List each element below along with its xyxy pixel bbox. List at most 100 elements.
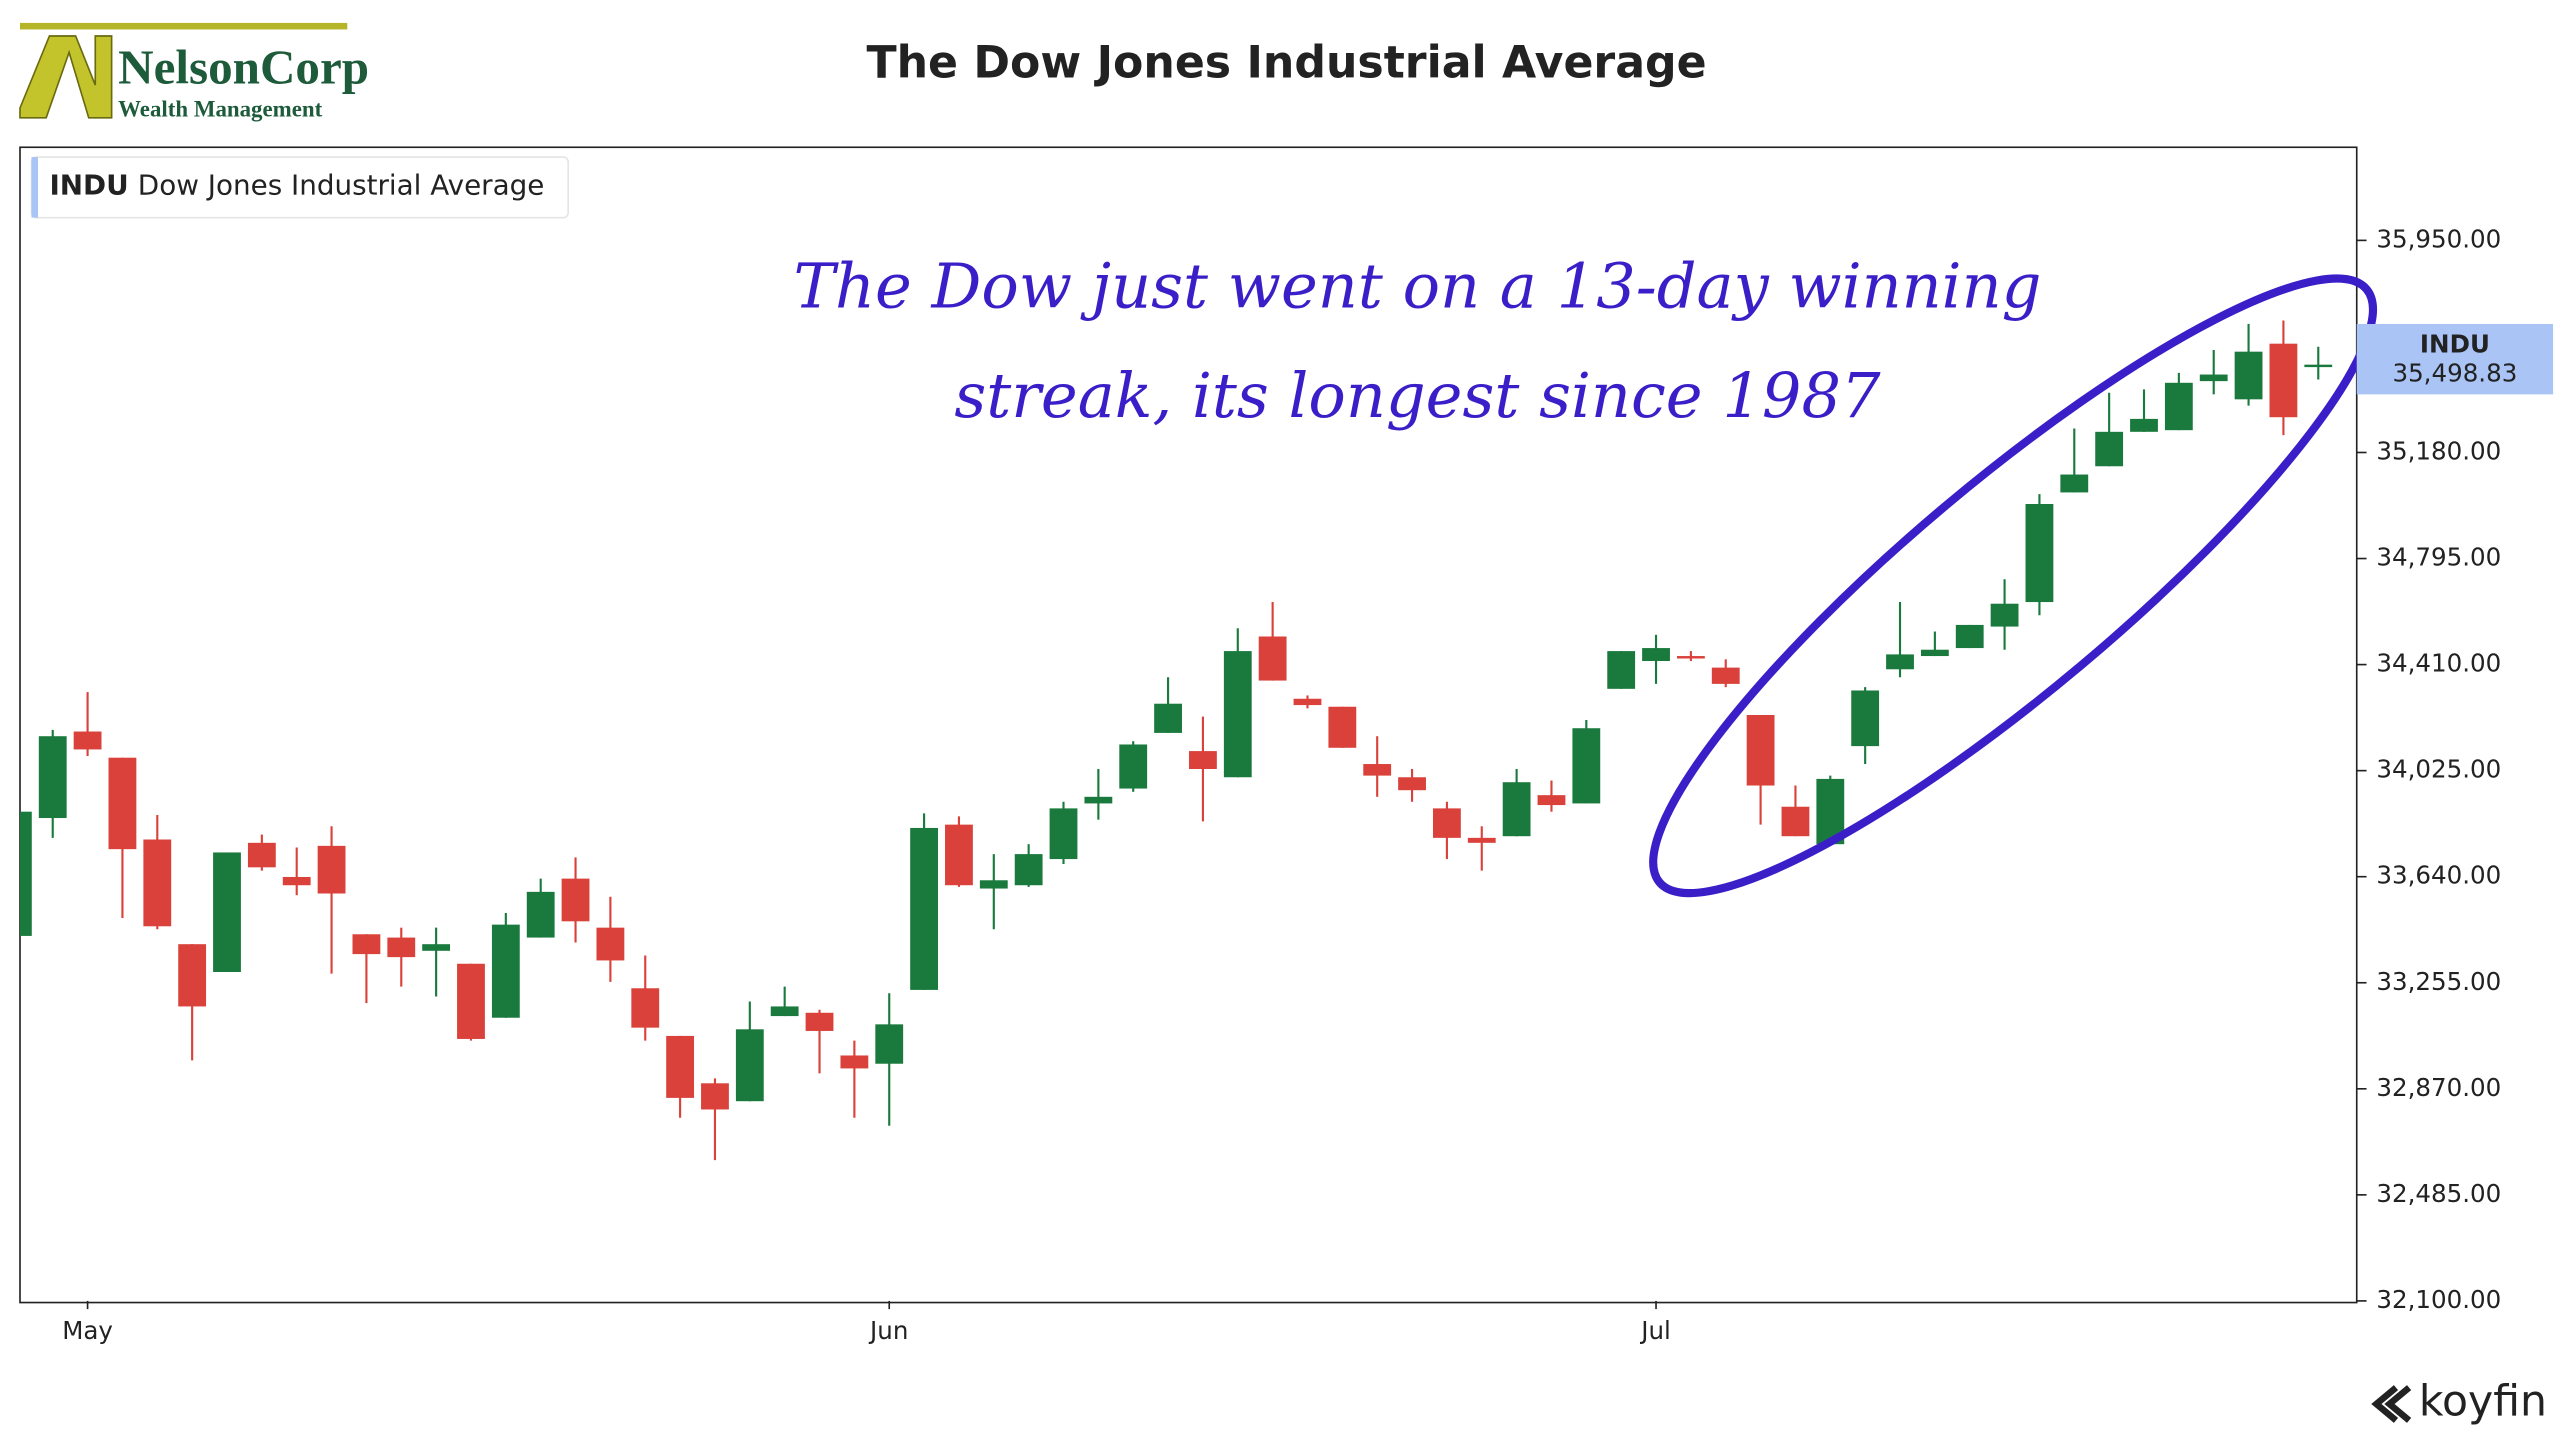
y-tick-label: 34,025.00	[2376, 755, 2501, 784]
y-tick-label: 33,640.00	[2376, 861, 2501, 890]
candle-body	[1781, 806, 1810, 837]
price-tag: INDU 35,498.83	[2356, 324, 2554, 395]
candle-body	[1746, 715, 1775, 786]
candle-body	[108, 757, 137, 850]
candle-body	[2164, 382, 2193, 431]
candle-body	[1014, 854, 1043, 886]
candle-body	[38, 736, 67, 819]
candle-body	[1642, 648, 1670, 662]
y-tick-label: 32,100.00	[2376, 1285, 2501, 1314]
y-tick-label: 35,950.00	[2376, 224, 2501, 253]
annotation-line: streak, its longest since 1987	[954, 359, 1881, 432]
candle-body	[143, 839, 172, 927]
candle-body	[1920, 649, 1949, 657]
candle-body	[1851, 690, 1880, 747]
candle-body	[875, 1024, 904, 1064]
y-tick-label: 32,870.00	[2376, 1073, 2501, 1102]
price-tag-box	[2356, 324, 2554, 395]
price-tag-name: INDU	[2420, 329, 2490, 358]
candle-body	[213, 852, 241, 973]
candle-body	[1502, 782, 1531, 837]
y-tick-label: 35,180.00	[2376, 436, 2501, 465]
candle-body	[178, 944, 207, 1007]
candle-body	[1328, 706, 1357, 748]
x-tick-label: Jun	[868, 1316, 908, 1345]
candle-body	[387, 937, 416, 958]
candle-body	[2060, 474, 2089, 493]
candle-body	[1398, 777, 1426, 791]
candle-body	[2234, 351, 2263, 400]
candle-body	[247, 842, 276, 868]
candle-body	[2130, 418, 2158, 432]
brand-icon	[2371, 1385, 2412, 1423]
y-tick-label: 32,485.00	[2376, 1179, 2501, 1208]
candle-body	[1258, 636, 1287, 681]
legend-accent	[31, 157, 38, 218]
candle-body	[317, 845, 346, 894]
candle-body	[2269, 343, 2298, 418]
x-tick-label: May	[62, 1316, 113, 1345]
candle-body	[282, 876, 311, 886]
candle-body	[422, 944, 451, 951]
candles	[19, 320, 2333, 1161]
candle-body	[840, 1055, 869, 1069]
candle-body	[1607, 651, 1636, 689]
candle-body	[735, 1029, 764, 1102]
candle-body	[770, 1006, 799, 1017]
candle-body	[1049, 808, 1078, 860]
candle-body	[1676, 656, 1705, 659]
candle-body	[910, 827, 938, 990]
candle-body	[1293, 698, 1322, 706]
footer-brand: koyfin	[2371, 1378, 2547, 1427]
annotation: The Dow just went on a 13-day winning st…	[793, 249, 2378, 898]
candle-body	[631, 988, 660, 1028]
candle-body	[1467, 837, 1496, 843]
annotation-line: The Dow just went on a 13-day winning	[793, 249, 2041, 322]
brand-name: koyfin	[2419, 1378, 2547, 1427]
logo-name: NelsonCorp	[118, 39, 369, 94]
candle-body	[1537, 795, 1566, 806]
candle-body	[666, 1035, 695, 1098]
logo: NelsonCorp Wealth Management	[19, 22, 369, 122]
candle-body	[2025, 503, 2054, 603]
candle-body	[1955, 624, 1984, 649]
y-tick-label: 33,255.00	[2376, 967, 2501, 996]
candle-body	[979, 880, 1008, 889]
candle-body	[352, 934, 381, 955]
price-tag-value: 35,498.83	[2392, 359, 2517, 388]
candle-body	[2095, 431, 2124, 467]
candle-body	[1433, 808, 1461, 838]
plot-frame	[19, 146, 2358, 1304]
candle-body	[526, 891, 555, 938]
candle-body	[945, 824, 973, 886]
logo-bar	[20, 22, 348, 30]
candle-body	[1572, 728, 1601, 804]
legend-symbol: INDU	[49, 169, 128, 202]
x-tick-label: Jul	[1639, 1316, 1671, 1345]
annotation-ellipse	[1649, 274, 2378, 898]
candle-body	[561, 878, 590, 922]
candle-body	[1084, 796, 1113, 804]
candle-body	[2304, 364, 2333, 368]
candle-body	[1223, 651, 1252, 778]
candle-body	[1990, 603, 2019, 627]
legend-name: Dow Jones Industrial Average	[138, 169, 545, 202]
legend: INDU Dow Jones Industrial Average	[30, 156, 569, 219]
logo-mark	[19, 35, 113, 119]
y-tick-label: 34,410.00	[2376, 649, 2501, 678]
candle-body	[701, 1083, 729, 1110]
candle-body	[73, 731, 102, 750]
candle-body	[1711, 667, 1740, 684]
candle-body	[1363, 764, 1392, 776]
candle-body	[1119, 744, 1148, 789]
logo-tagline: Wealth Management	[118, 97, 322, 122]
candle-body	[596, 927, 625, 961]
candle-body	[457, 963, 485, 1039]
y-tick-label: 34,795.00	[2376, 543, 2501, 572]
candle-body	[1189, 751, 1217, 769]
candle-body	[2199, 374, 2228, 382]
candle-body	[1886, 654, 1914, 670]
candle-body	[19, 811, 32, 936]
